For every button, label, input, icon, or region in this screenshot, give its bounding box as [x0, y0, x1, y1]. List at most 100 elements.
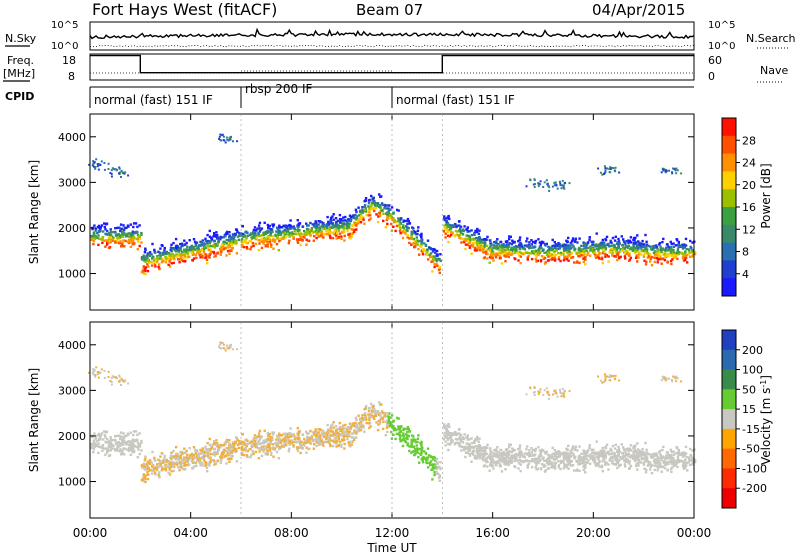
power-pixel	[177, 248, 180, 252]
power-pixel	[178, 254, 181, 257]
velocity-pixel	[504, 457, 507, 460]
velocity-pixel	[557, 464, 561, 467]
velocity-pixel	[222, 456, 225, 459]
power-pixel	[674, 169, 677, 172]
power-pixel	[336, 219, 340, 222]
velocity-pixel	[269, 447, 272, 450]
power-pixel	[109, 230, 113, 233]
velocity-pixel	[475, 445, 478, 448]
power-pixel	[202, 249, 205, 252]
power-pixel	[638, 243, 641, 246]
velocity-pixel	[485, 446, 489, 449]
colorbar-swatch	[722, 278, 736, 297]
power-pixel	[337, 229, 341, 233]
velocity-pixel	[592, 457, 596, 461]
power-pixel	[605, 235, 609, 239]
power-pixel	[180, 244, 184, 247]
colorbar-tick-label: 16	[742, 201, 756, 214]
power-pixel	[530, 246, 533, 249]
velocity-pixel	[220, 453, 223, 456]
power-pixel	[388, 204, 391, 207]
power-pixel	[649, 253, 652, 256]
power-pixel	[470, 229, 473, 232]
power-pixel	[308, 233, 312, 236]
power-pixel	[489, 254, 492, 257]
velocity-pixel	[477, 440, 480, 443]
power-pixel	[518, 244, 522, 247]
power-pixel	[638, 241, 641, 245]
power-pixel	[387, 210, 390, 213]
power-pixel	[240, 238, 243, 242]
power-pixel	[618, 256, 621, 260]
power-pixel	[221, 236, 224, 239]
velocity-pixel	[126, 440, 129, 444]
power-pixel	[333, 233, 336, 236]
power-pixel	[620, 235, 623, 238]
velocity-pixel	[584, 464, 587, 467]
power-pixel	[665, 243, 669, 246]
power-pixel	[318, 234, 321, 237]
power-pixel	[368, 211, 371, 214]
power-pixel	[335, 234, 338, 237]
power-pixel	[329, 216, 333, 220]
power-pixel	[192, 238, 196, 241]
power-pixel	[676, 239, 679, 242]
velocity-pixel	[435, 467, 439, 471]
power-pixel	[611, 251, 614, 254]
velocity-pixel	[603, 449, 606, 452]
power-pixel	[501, 250, 504, 254]
velocity-pixel	[357, 427, 360, 430]
power-pixel	[244, 234, 247, 238]
power-pixel	[123, 245, 126, 248]
power-pixel	[435, 262, 438, 266]
velocity-pixel	[517, 448, 520, 451]
power-pixel	[292, 237, 295, 240]
power-pixel	[420, 232, 423, 236]
power-pixel	[421, 251, 424, 254]
velocity-pixel	[206, 441, 209, 445]
power-pixel	[119, 229, 122, 233]
velocity-pixel	[535, 461, 538, 465]
power-pixel	[639, 246, 642, 249]
power-pixel	[529, 178, 532, 181]
power-pixel	[670, 254, 673, 257]
velocity-pixel	[438, 475, 441, 479]
power-pixel	[101, 235, 105, 239]
velocity-pixel	[280, 439, 283, 442]
power-pixel	[657, 249, 660, 252]
power-pixel	[169, 254, 172, 258]
power-pixel	[308, 229, 312, 232]
power-pixel	[538, 183, 541, 186]
power-pixel	[559, 253, 563, 257]
velocity-pixel	[192, 446, 196, 449]
power-pixel	[228, 243, 231, 247]
power-pixel	[279, 233, 283, 236]
velocity-pixel	[165, 458, 168, 462]
velocity-pixel	[155, 468, 159, 472]
power-pixel	[297, 225, 300, 229]
power-pixel	[269, 231, 273, 235]
power-pixel	[282, 230, 285, 234]
power-pixel	[546, 259, 550, 262]
velocity-pixel	[511, 449, 515, 453]
power-pixel	[107, 162, 110, 165]
velocity-pixel	[268, 444, 271, 447]
power-pixel	[463, 225, 466, 228]
power-pixel	[585, 243, 589, 247]
power-pixel	[357, 206, 360, 209]
power-pixel	[661, 240, 664, 244]
power-pixel	[548, 254, 551, 257]
power-pixel	[429, 247, 432, 250]
velocity-pixel	[180, 463, 183, 466]
power-pixel	[217, 236, 220, 239]
power-pixel	[668, 252, 671, 256]
power-pixel	[270, 243, 273, 246]
power-pixel	[561, 184, 563, 187]
power-pixel	[103, 225, 106, 229]
power-pixel	[539, 180, 542, 183]
power-pixel	[111, 235, 114, 239]
power-pixel	[675, 172, 678, 175]
velocity-pixel	[448, 437, 451, 440]
power-pixel	[118, 235, 122, 238]
power-pixel	[526, 245, 529, 248]
